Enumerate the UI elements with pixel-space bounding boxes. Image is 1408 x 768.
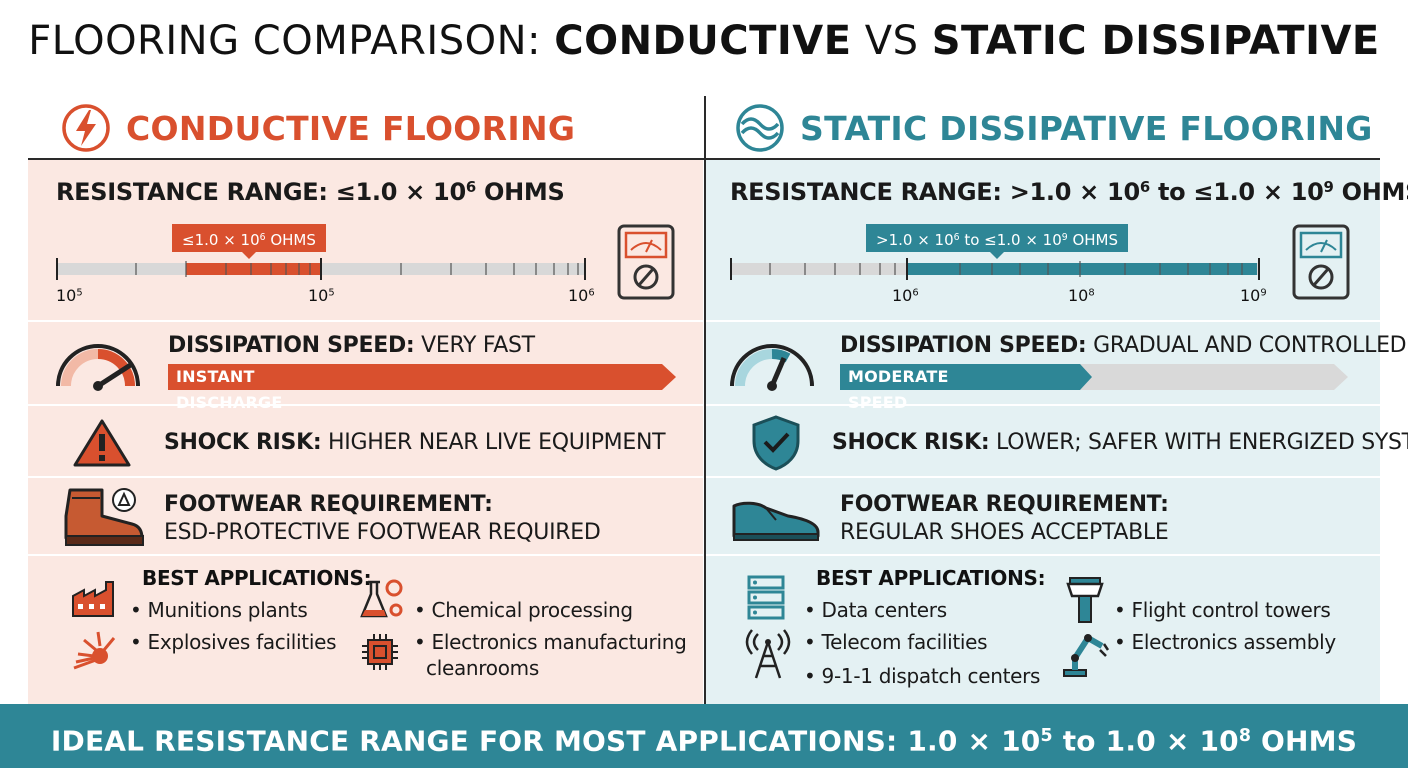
scale-tick-label: 109 — [1240, 286, 1267, 305]
application-item: • Explosives facilities — [130, 630, 337, 654]
application-item: • Chemical processing — [414, 598, 633, 622]
application-item: • Munitions plants — [130, 598, 308, 622]
lightning-bolt-icon — [62, 104, 110, 152]
microchip-icon — [362, 634, 398, 670]
dissipative-resistance-scale — [730, 258, 1260, 280]
dress-shoe-icon — [732, 501, 820, 541]
warning-triangle-icon — [73, 419, 131, 467]
chemistry-flask-icon — [360, 579, 403, 618]
dissipative-applications-heading: BEST APPLICATIONS: — [816, 566, 1046, 590]
control-tower-icon — [1066, 577, 1104, 623]
row-divider — [706, 404, 1380, 406]
page-title: FLOORING COMPARISON: CONDUCTIVE VS STATI… — [28, 18, 1380, 64]
row-divider — [28, 554, 703, 556]
conductive-speed-bar — [168, 364, 676, 390]
dissipative-shock-label: SHOCK RISK: LOWER; SAFER WITH ENERGIZED … — [832, 430, 1408, 455]
ohmmeter-icon — [617, 224, 675, 300]
factory-icon — [72, 581, 114, 617]
conductive-footwear-label: FOOTWEAR REQUIREMENT: — [164, 492, 493, 517]
speedometer-icon — [56, 344, 140, 391]
dissipative-speed-label: DISSIPATION SPEED: GRADUAL AND CONTROLLE… — [840, 333, 1407, 358]
dissipative-speed-bar — [840, 364, 1348, 390]
conductive-footwear-value: ESD-PROTECTIVE FOOTWEAR REQUIRED — [164, 520, 601, 545]
shield-check-icon — [752, 415, 800, 471]
conductive-applications-heading: BEST APPLICATIONS: — [142, 566, 372, 590]
scale-tick-label: 106 — [892, 286, 919, 305]
conductive-heading: CONDUCTIVE FLOORING — [60, 98, 575, 158]
scale-tick-label: 105 — [56, 286, 83, 305]
application-item: • 9-1-1 dispatch centers — [804, 664, 1041, 688]
row-divider — [28, 476, 703, 478]
application-item: • Electronics manufacturing — [414, 630, 687, 654]
ideal-range-banner: IDEAL RESISTANCE RANGE FOR MOST APPLICAT… — [0, 704, 1408, 768]
scale-tick-label: 105 — [308, 286, 335, 305]
server-rack-icon — [747, 575, 785, 620]
robotic-arm-icon — [1063, 633, 1110, 677]
speedometer-icon — [730, 344, 814, 391]
row-divider — [28, 404, 703, 406]
row-divider — [28, 320, 703, 322]
dissipative-resistance-title: RESISTANCE RANGE: >1.0 × 106 to ≤1.0 × 1… — [730, 178, 1408, 207]
application-item: • Data centers — [804, 598, 947, 622]
wave-icon — [736, 104, 784, 152]
dissipative-range-tag: >1.0 × 106 to ≤1.0 × 109 OHMS — [866, 224, 1129, 259]
row-divider — [706, 476, 1380, 478]
scale-tick-label: 106 — [568, 286, 595, 305]
column-divider — [704, 96, 706, 704]
application-item: • Telecom facilities — [804, 630, 988, 654]
dissipative-footwear-label: FOOTWEAR REQUIREMENT: — [840, 492, 1169, 517]
application-item: • Electronics assembly — [1114, 630, 1336, 654]
conductive-resistance-scale — [56, 258, 586, 280]
cell-tower-icon — [745, 629, 791, 679]
application-item: • Flight control towers — [1114, 598, 1331, 622]
conductive-resistance-title: RESISTANCE RANGE: ≤1.0 × 106 OHMS — [56, 178, 565, 207]
conductive-shock-label: SHOCK RISK: HIGHER NEAR LIVE EQUIPMENT — [164, 430, 666, 455]
scale-tick-label: 108 — [1068, 286, 1095, 305]
row-divider — [706, 320, 1380, 322]
dissipative-footwear-value: REGULAR SHOES ACCEPTABLE — [840, 520, 1169, 545]
esd-boot-icon — [64, 488, 144, 546]
conductive-range-tag: ≤1.0 × 106 OHMS — [172, 224, 326, 259]
explosion-icon — [73, 631, 116, 670]
application-item-continued: cleanrooms — [426, 656, 539, 680]
dissipative-heading: STATIC DISSIPATIVE FLOORING — [734, 98, 1373, 158]
conductive-speed-label: DISSIPATION SPEED: VERY FAST — [168, 333, 535, 358]
row-divider — [706, 554, 1380, 556]
ohmmeter-icon — [1292, 224, 1350, 300]
